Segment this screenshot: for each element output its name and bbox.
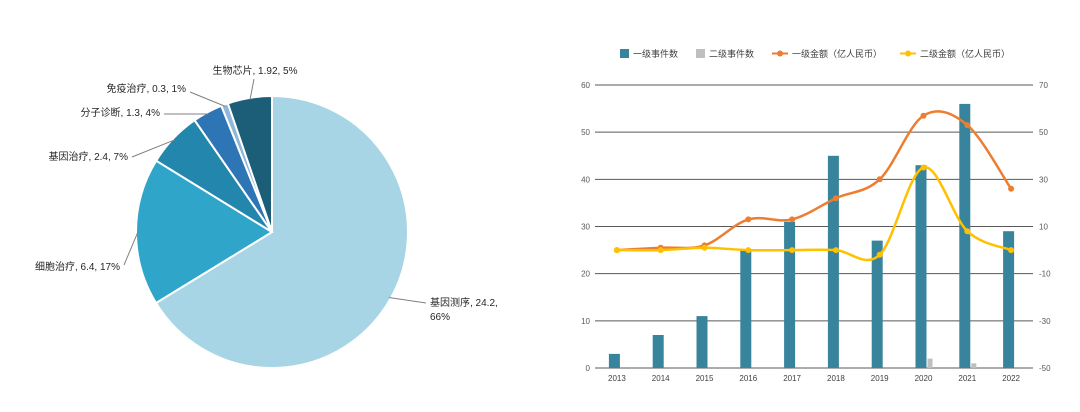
legend-dot-marker bbox=[905, 50, 912, 57]
combo-chart: 0 10 20 30 40 50 60 -50 -30 -10 10 30 50 70 2013 2014 20… bbox=[581, 48, 1051, 383]
right-axis-tick: -30 bbox=[1039, 317, 1051, 326]
legend-swatch bbox=[620, 49, 629, 58]
legend-label: 二级金额（亿人民币） bbox=[920, 48, 1010, 59]
legend-dot-marker bbox=[777, 50, 784, 57]
x-axis-label: 2020 bbox=[915, 374, 933, 383]
pie-label: 分子诊断, 1.3, 4% bbox=[81, 106, 161, 119]
line-marker bbox=[876, 251, 883, 258]
x-axis-label: 2014 bbox=[652, 374, 670, 383]
x-axis-label: 2017 bbox=[783, 374, 801, 383]
bar-primary bbox=[871, 240, 883, 368]
x-axis-label: 2018 bbox=[827, 374, 845, 383]
right-axis-tick: 50 bbox=[1039, 128, 1048, 137]
line-marker bbox=[920, 164, 927, 171]
x-axis-label: 2019 bbox=[871, 374, 889, 383]
pie-leader-line bbox=[388, 297, 427, 304]
pie-leader-line bbox=[249, 78, 255, 100]
line-series bbox=[615, 166, 1013, 262]
left-axis-tick: 10 bbox=[581, 317, 590, 326]
line-marker bbox=[745, 247, 752, 254]
legend-item: 二级事件数 bbox=[696, 48, 754, 59]
pie-leader-line bbox=[189, 91, 226, 107]
legend-label: 二级事件数 bbox=[709, 48, 754, 59]
bar-primary bbox=[608, 353, 620, 368]
right-axis-tick: -50 bbox=[1039, 364, 1051, 373]
pie-slice bbox=[226, 94, 273, 233]
left-axis-tick: 0 bbox=[586, 364, 591, 373]
line-marker bbox=[1008, 185, 1015, 192]
x-axis-label: 2016 bbox=[739, 374, 757, 383]
legend-label: 一级事件数 bbox=[633, 48, 678, 59]
bar-primary bbox=[915, 165, 927, 368]
x-axis-label: 2022 bbox=[1002, 374, 1020, 383]
line-marker bbox=[657, 247, 664, 254]
pie-label: 基因治疗, 2.4, 7% bbox=[49, 150, 129, 163]
combo-chart-figure: 0 10 20 30 40 50 60 -50 -30 -10 10 30 50 70 2013 2014 20… bbox=[565, 25, 1065, 395]
legend-item: 二级金额（亿人民币） bbox=[900, 48, 1010, 59]
bar-primary bbox=[827, 155, 839, 369]
pie-label: 免疫治疗, 0.3, 1% bbox=[107, 82, 187, 95]
line-marker bbox=[789, 216, 796, 223]
right-axis-tick: 30 bbox=[1039, 175, 1048, 184]
line-marker bbox=[745, 216, 752, 223]
bar-secondary bbox=[971, 363, 977, 368]
line-marker bbox=[964, 122, 971, 129]
x-axis-label: 2021 bbox=[958, 374, 976, 383]
legend-label: 一级金额（亿人民币） bbox=[792, 48, 882, 59]
line-marker bbox=[920, 112, 927, 119]
right-axis-tick: 10 bbox=[1039, 223, 1048, 232]
pie-chart: 基因测序, 24.2, 66% 细胞治疗, 6.4, 17% 基因治疗, 2.4, 7… bbox=[35, 64, 498, 369]
right-axis-tick: -10 bbox=[1039, 270, 1051, 279]
line-marker bbox=[964, 228, 971, 235]
bar-secondary bbox=[927, 358, 933, 368]
pie-slice bbox=[135, 159, 274, 305]
bar-primary bbox=[696, 316, 708, 368]
legend-item: 一级事件数 bbox=[620, 48, 678, 59]
pie-leader-line bbox=[123, 231, 139, 266]
line-marker bbox=[876, 176, 883, 183]
left-axis-tick: 60 bbox=[581, 81, 590, 90]
bar-primary bbox=[784, 221, 796, 368]
legend-swatch bbox=[696, 49, 706, 58]
line-marker bbox=[1008, 247, 1015, 254]
left-axis-tick: 20 bbox=[581, 270, 590, 279]
pie-slice bbox=[154, 94, 409, 369]
line-marker bbox=[832, 247, 839, 254]
left-axis-tick: 40 bbox=[581, 175, 590, 184]
pie-label: 基因测序, 24.2, 66% bbox=[430, 296, 498, 323]
legend-item: 一级金额（亿人民币） bbox=[772, 48, 882, 59]
left-axis-tick: 50 bbox=[581, 128, 590, 137]
pie-label: 生物芯片, 1.92, 5% bbox=[212, 64, 297, 77]
left-axis-tick: 30 bbox=[581, 223, 590, 232]
line-marker bbox=[701, 244, 708, 251]
x-axis-label: 2013 bbox=[608, 374, 626, 383]
pie-chart-figure: 基因测序, 24.2, 66% 细胞治疗, 6.4, 17% 基因治疗, 2.4, 7… bbox=[35, 64, 498, 369]
pie-leader-line bbox=[131, 139, 175, 158]
right-axis-tick: 70 bbox=[1039, 81, 1048, 90]
legend: 一级事件数 二级事件数 一级金额（亿人民币） 二级金额（亿人民币） bbox=[620, 48, 1010, 59]
x-axis-label: 2015 bbox=[696, 374, 714, 383]
bar-primary bbox=[740, 250, 752, 368]
line-marker bbox=[789, 247, 796, 254]
line-marker bbox=[613, 247, 620, 254]
line-marker bbox=[832, 195, 839, 202]
bar-primary bbox=[959, 103, 971, 369]
bar-primary bbox=[1003, 231, 1015, 368]
pie-label: 细胞治疗, 6.4, 17% bbox=[35, 260, 120, 273]
bar-primary bbox=[652, 335, 664, 368]
